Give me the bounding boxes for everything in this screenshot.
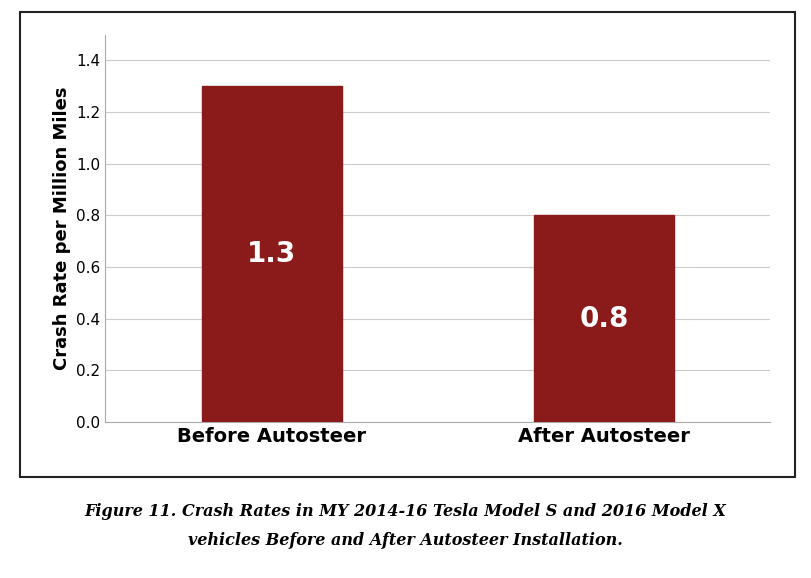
Bar bbox=[202, 86, 341, 422]
Y-axis label: Crash Rate per Million Miles: Crash Rate per Million Miles bbox=[53, 87, 71, 370]
Text: Figure 11. Crash Rates in MY 2014-16 Tesla Model S and 2016 Model X: Figure 11. Crash Rates in MY 2014-16 Tes… bbox=[84, 503, 727, 520]
Text: 0.8: 0.8 bbox=[580, 305, 629, 333]
Text: 1.3: 1.3 bbox=[247, 240, 296, 268]
Text: vehicles Before and After Autosteer Installation.: vehicles Before and After Autosteer Inst… bbox=[188, 532, 623, 549]
Bar bbox=[534, 216, 674, 422]
